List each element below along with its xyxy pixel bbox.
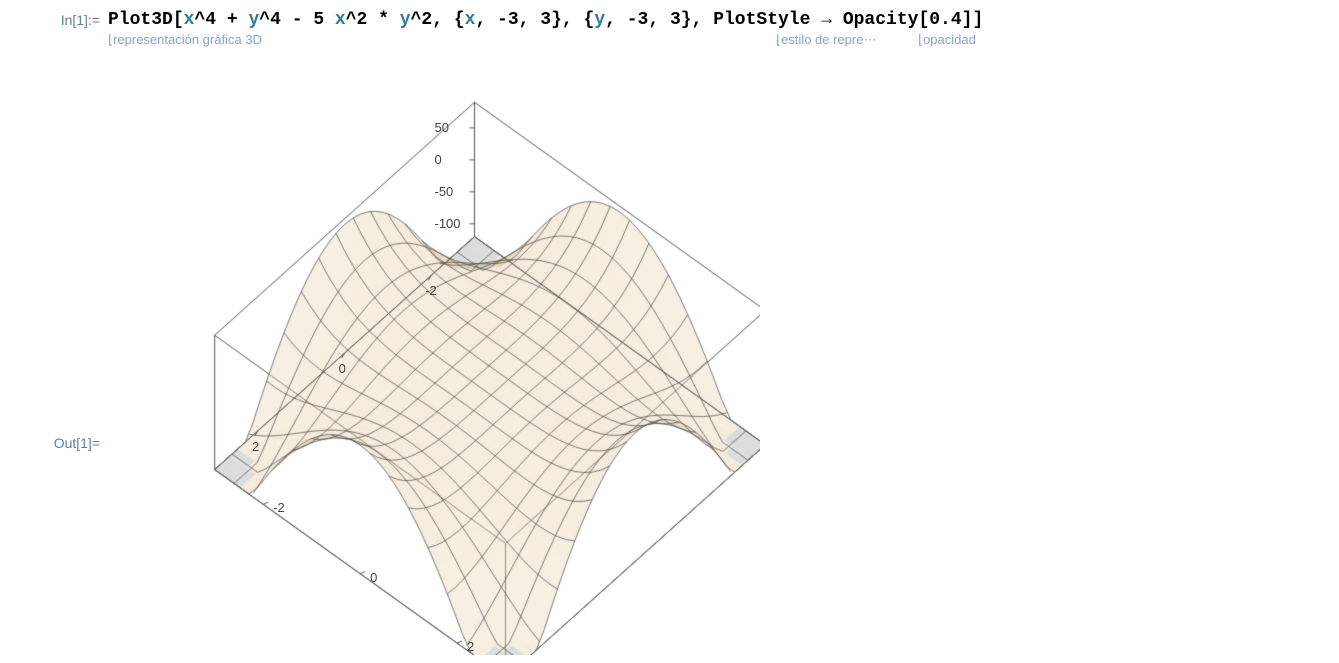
code-token-op: ^ (346, 10, 357, 30)
code-token-op: , (519, 10, 541, 30)
axis-tick-z: -100 (435, 216, 461, 231)
code-token-br: { (584, 10, 595, 30)
code-token-br: ] (962, 10, 973, 30)
code-token-num: 5 (313, 10, 335, 30)
code-token-op: ^ (259, 10, 270, 30)
code-token-op: → (810, 10, 842, 30)
plot3d-canvas[interactable] (100, 80, 760, 655)
code-token-op: ^ (411, 10, 422, 30)
axis-tick-y: 2 (467, 639, 474, 654)
code-token-var: y (594, 10, 605, 30)
input-cell: In[1]:= Plot3D[x^4 + y^4 - 5 x^2 * y^2, … (0, 0, 1339, 50)
axis-tick-y: -2 (273, 500, 285, 515)
code-token-op: * (367, 10, 399, 30)
code-token-var: x (465, 10, 476, 30)
code-token-op: + (216, 10, 248, 30)
code-token-br: } (681, 10, 692, 30)
output-cell: Out[1]= -100 -50 0 50 -2 0 2 -2 0 2 (0, 80, 1339, 655)
code-token-op: ^ (194, 10, 205, 30)
plot3d-graphic[interactable]: -100 -50 0 50 -2 0 2 -2 0 2 (100, 80, 760, 655)
code-annotation: ⌊representación gráfica 3D (108, 32, 262, 48)
code-token-var: y (248, 10, 259, 30)
input-body: Plot3D[x^4 + y^4 - 5 x^2 * y^2, {x, -3, … (108, 10, 1339, 50)
code-token-num: -3 (627, 10, 649, 30)
code-token-op: , (605, 10, 627, 30)
input-label: In[1]:= (0, 10, 108, 28)
code-token-var: x (335, 10, 346, 30)
code-token-num: 2 (357, 10, 368, 30)
code-annotation: ⌊opacidad (918, 32, 976, 48)
code-token-var: y (400, 10, 411, 30)
code-token-num: 2 (421, 10, 432, 30)
output-label: Out[1]= (0, 435, 108, 451)
code-token-br: { (454, 10, 465, 30)
code-token-num: 3 (540, 10, 551, 30)
code-token-num: 4 (270, 10, 281, 30)
code-token-num: 3 (670, 10, 681, 30)
code-token-num: 4 (205, 10, 216, 30)
code-token-op: , (562, 10, 584, 30)
code-token-op: , (475, 10, 497, 30)
code-token-br: } (551, 10, 562, 30)
code-token-num: -3 (497, 10, 519, 30)
code-token-op: , (432, 10, 454, 30)
axis-tick-x: 2 (252, 439, 259, 454)
input-code[interactable]: Plot3D[x^4 + y^4 - 5 x^2 * y^2, {x, -3, … (108, 10, 1339, 30)
code-token-op: , (692, 10, 714, 30)
code-token-br: ] (972, 10, 983, 30)
axis-tick-x: 0 (339, 361, 346, 376)
axis-tick-z: 50 (435, 120, 449, 135)
code-token-var: x (184, 10, 195, 30)
code-annotation: ⌊estilo de repre⋯ (776, 32, 876, 48)
axis-tick-x: -2 (425, 283, 437, 298)
code-token-op: , (648, 10, 670, 30)
input-annotations: ⌊representación gráfica 3D ⌊estilo de rep… (108, 32, 1339, 50)
code-token-op: - (281, 10, 313, 30)
axis-tick-z: 0 (435, 152, 442, 167)
code-token-br: [ (918, 10, 929, 30)
axis-tick-y: 0 (370, 570, 377, 585)
code-token-fn: PlotStyle (713, 10, 810, 30)
code-token-num: 0.4 (929, 10, 961, 30)
code-token-fn: Opacity (843, 10, 919, 30)
axis-tick-z: -50 (435, 184, 454, 199)
code-token-fn: Plot3D (108, 10, 173, 30)
code-token-br: [ (173, 10, 184, 30)
